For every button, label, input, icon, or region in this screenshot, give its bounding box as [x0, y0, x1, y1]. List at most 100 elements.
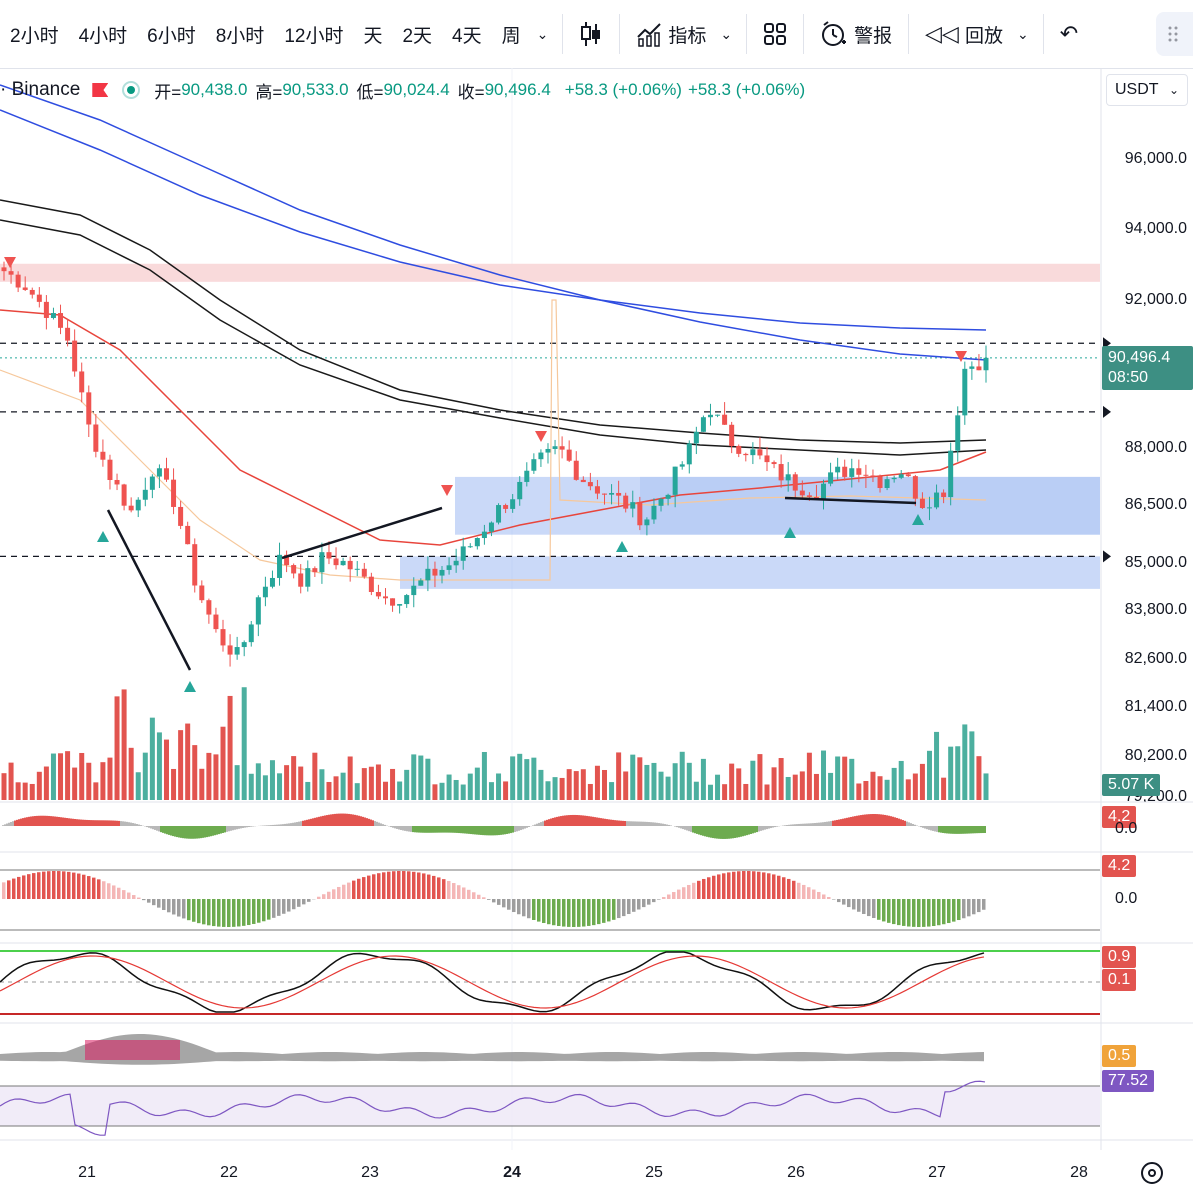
oscillator-bar — [464, 826, 466, 834]
histogram-bar — [687, 884, 691, 899]
histogram-bar — [572, 899, 576, 927]
oscillator-bar — [768, 826, 770, 829]
volume-bar — [919, 763, 925, 800]
lower-dashed-marker — [1103, 550, 1111, 563]
undo-button[interactable]: ↶ — [1052, 23, 1086, 45]
oscillator-bar — [282, 824, 284, 826]
volume-bar — [559, 777, 565, 800]
candle — [496, 505, 502, 523]
timeframe-1d[interactable]: 天 — [363, 25, 383, 47]
indicators-icon — [637, 23, 662, 47]
volume-bar — [404, 769, 410, 800]
last-price-value: 90,496.4 — [1108, 349, 1171, 366]
flag-icon[interactable] — [92, 83, 109, 97]
volume-bar — [510, 756, 516, 800]
candle — [43, 301, 49, 318]
candle — [658, 498, 664, 506]
candle — [919, 498, 925, 509]
oscillator-bar — [344, 813, 346, 826]
oscillator-bar — [132, 823, 134, 826]
volume-bar — [255, 763, 261, 800]
alarm-clock-icon — [822, 21, 847, 46]
indicators-label: 指标 — [668, 25, 707, 47]
timeframe-1w[interactable]: 周 — [501, 25, 521, 47]
sell-signal-marker — [441, 485, 453, 496]
price-tick: 83,800.0 — [1124, 601, 1187, 618]
oscillator-bar — [310, 818, 312, 826]
volume-bar — [722, 784, 728, 800]
candle — [637, 502, 643, 526]
oscillator-bar — [382, 824, 384, 826]
volume-bar — [43, 766, 49, 800]
timeframe-8h[interactable]: 8小时 — [215, 25, 265, 47]
alerts-button[interactable]: 警报 — [812, 20, 900, 48]
histogram-bar — [372, 874, 376, 899]
oscillator-bar — [622, 820, 624, 826]
oscillator-bar — [982, 826, 984, 834]
oscillator-bar — [894, 817, 896, 826]
oscillator-bar — [714, 826, 716, 839]
candle — [835, 466, 841, 473]
oscillator-bar — [444, 826, 446, 833]
currency-select[interactable]: USDT ⌄ — [1106, 74, 1188, 106]
price-tick: 96,000.0 — [1124, 150, 1187, 167]
timeframe-chevron-down-icon[interactable]: ⌄ — [536, 25, 549, 42]
indicator-2-value: 4.2 — [1102, 855, 1137, 877]
volume-bar — [736, 768, 742, 800]
volume-bar — [566, 769, 572, 800]
histogram-bar — [832, 899, 836, 900]
timeframe-4h[interactable]: 4小时 — [78, 25, 128, 47]
histogram-bar — [362, 877, 366, 899]
volume-bar — [284, 765, 290, 800]
histogram-bar — [302, 899, 306, 905]
oscillator-bar — [810, 823, 812, 826]
symbol-label[interactable]: · Binance — [0, 79, 81, 100]
indicator-2-zero: 0.0 — [1115, 890, 1138, 907]
oscillator-bar — [188, 826, 190, 839]
candle — [241, 642, 247, 648]
low-value: 90,024.4 — [383, 80, 450, 99]
sell-signal-marker — [4, 257, 16, 268]
buy-signal-marker — [616, 541, 628, 552]
oscillator-bar — [46, 815, 48, 826]
oscillator-bar — [710, 826, 712, 838]
chart-settings-icon[interactable] — [1141, 1162, 1163, 1184]
timeframe-12h[interactable]: 12小时 — [284, 25, 344, 47]
price-chart[interactable] — [0, 68, 1193, 1200]
oscillator-bar — [338, 813, 340, 826]
oscillator-bar — [80, 819, 82, 826]
timeframe-4d[interactable]: 4天 — [452, 25, 482, 47]
volume-bar — [778, 758, 784, 800]
replay-chevron-down-icon[interactable]: ⌄ — [1017, 25, 1029, 42]
candle-type-button[interactable] — [571, 21, 611, 47]
alerts-label: 警报 — [854, 25, 893, 47]
timeframe-2d[interactable]: 2天 — [402, 25, 433, 47]
sidebar-handle[interactable] — [1156, 12, 1193, 56]
histogram-bar — [277, 899, 281, 916]
oscillator-bar — [160, 826, 162, 833]
oscillator-bar — [372, 820, 374, 826]
volume-bar — [171, 768, 177, 800]
layouts-button[interactable] — [755, 22, 795, 46]
candle — [983, 357, 989, 371]
volume-bar — [86, 762, 92, 800]
oscillator-bar — [264, 825, 266, 826]
candle — [771, 462, 777, 465]
indicators-button[interactable]: 指标 — [628, 21, 714, 48]
volume-bar — [474, 767, 480, 800]
timeframe-6h[interactable]: 6小时 — [147, 25, 196, 47]
oscillator-bar — [974, 826, 976, 834]
volume-bar — [72, 767, 78, 800]
histogram-bar — [752, 871, 756, 899]
volume-bar — [227, 695, 233, 800]
candle — [926, 507, 932, 509]
toolbar-divider — [803, 14, 805, 54]
candle — [178, 506, 184, 526]
timeframe-2h[interactable]: 2小时 — [10, 25, 59, 47]
oscillator-bar — [6, 823, 8, 826]
oscillator-bar — [306, 819, 308, 826]
oscillator-bar — [288, 823, 290, 826]
replay-button[interactable]: ◁◁ 回放 — [917, 21, 1011, 48]
indicators-chevron-down-icon[interactable]: ⌄ — [720, 25, 733, 42]
oscillator-bar — [248, 826, 250, 827]
